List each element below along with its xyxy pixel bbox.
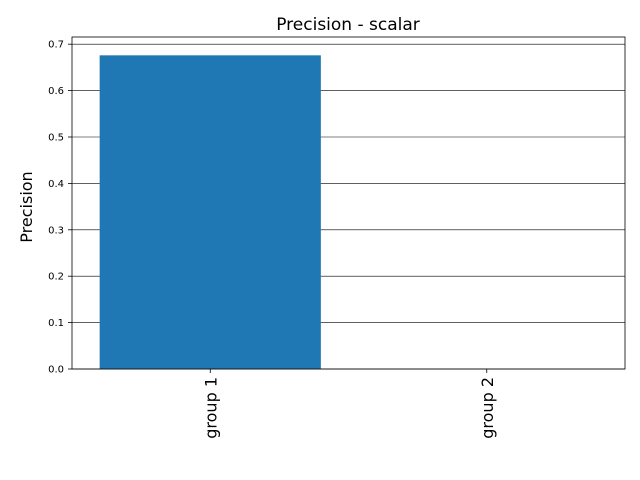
- x-tick-label: group 2: [478, 377, 497, 439]
- y-tick-label: 0.6: [48, 86, 64, 97]
- x-tick-label: group 1: [201, 377, 220, 439]
- plot-frame: [71, 36, 626, 370]
- y-axis-label: Precision: [17, 171, 36, 242]
- y-tick-label: 0.1: [48, 318, 64, 329]
- chart-title: Precision - scalar: [276, 15, 420, 35]
- y-tick-label: 0.3: [48, 225, 64, 236]
- y-tick-label: 0.7: [48, 40, 64, 51]
- bar-group-1: [99, 55, 321, 370]
- y-tick-label: 0.2: [48, 272, 64, 283]
- y-tick-label: 0.0: [48, 365, 64, 376]
- y-axis-ticks: 0.0 0.1 0.2 0.3 0.4 0.5 0.6 0.7: [48, 40, 72, 376]
- y-tick-label: 0.4: [48, 179, 64, 190]
- y-tick-label: 0.5: [48, 132, 64, 143]
- x-axis-ticks: group 1 group 2: [201, 369, 497, 439]
- bars: [99, 55, 321, 370]
